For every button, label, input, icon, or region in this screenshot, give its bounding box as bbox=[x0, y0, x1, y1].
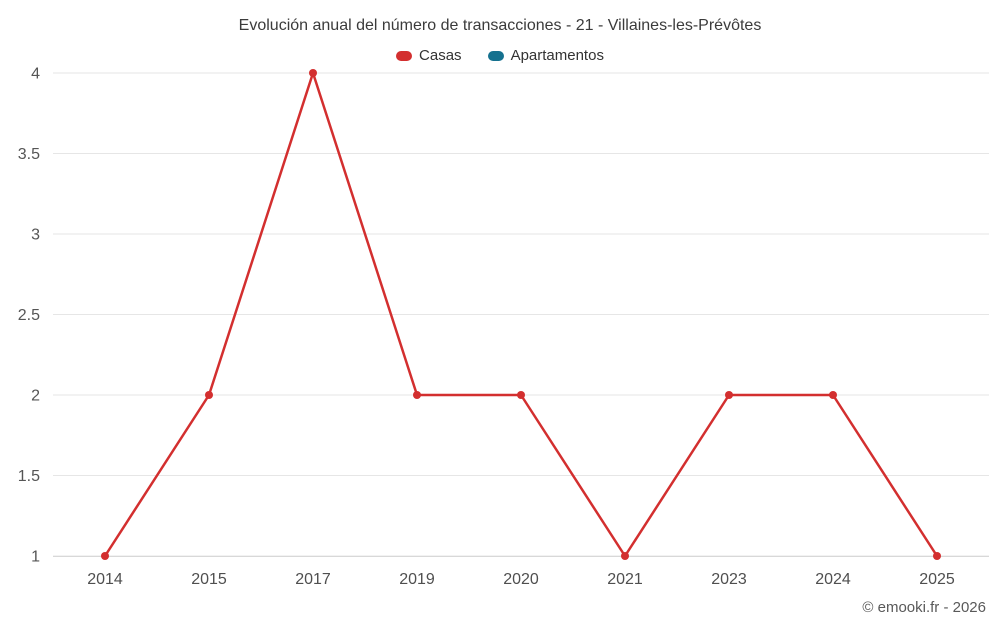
x-axis-label: 2023 bbox=[711, 571, 747, 588]
x-axis-label: 2017 bbox=[295, 571, 331, 588]
credits-link[interactable]: © emooki.fr - 2026 bbox=[862, 599, 986, 616]
data-point[interactable] bbox=[933, 552, 941, 560]
data-point[interactable] bbox=[517, 391, 525, 399]
x-axis-label: 2020 bbox=[503, 571, 539, 588]
x-axis-label: 2024 bbox=[815, 571, 851, 588]
y-axis-label: 2 bbox=[31, 388, 40, 405]
data-point[interactable] bbox=[205, 391, 213, 399]
data-point[interactable] bbox=[309, 69, 317, 77]
y-axis-label: 3.5 bbox=[18, 146, 40, 163]
data-point[interactable] bbox=[829, 391, 837, 399]
legend-item-casas[interactable]: Casas bbox=[396, 47, 462, 64]
legend-item-apartamentos[interactable]: Apartamentos bbox=[487, 47, 604, 64]
apartamentos-series-marker-icon bbox=[487, 50, 504, 61]
data-point[interactable] bbox=[413, 391, 421, 399]
x-axis-label: 2014 bbox=[87, 571, 123, 588]
data-point[interactable] bbox=[101, 552, 109, 560]
y-axis-label: 1.5 bbox=[18, 468, 40, 485]
x-axis-label: 2021 bbox=[607, 571, 643, 588]
y-axis-label: 2.5 bbox=[18, 307, 40, 324]
data-point[interactable] bbox=[621, 552, 629, 560]
y-axis-label: 3 bbox=[31, 227, 40, 244]
y-axis-label: 4 bbox=[31, 66, 40, 83]
x-axis-label: 2015 bbox=[191, 571, 227, 588]
x-axis-label: 2019 bbox=[399, 571, 435, 588]
x-axis-label: 2025 bbox=[919, 571, 955, 588]
y-axis-label: 1 bbox=[31, 549, 40, 566]
chart-title: Evolución anual del número de transaccio… bbox=[238, 17, 762, 34]
casas-series-marker-icon bbox=[396, 50, 413, 61]
chart-legend: Casas Apartamentos bbox=[0, 47, 1000, 64]
legend-item-label: Apartamentos bbox=[510, 47, 604, 64]
legend-item-label: Casas bbox=[419, 47, 462, 64]
data-point[interactable] bbox=[725, 391, 733, 399]
